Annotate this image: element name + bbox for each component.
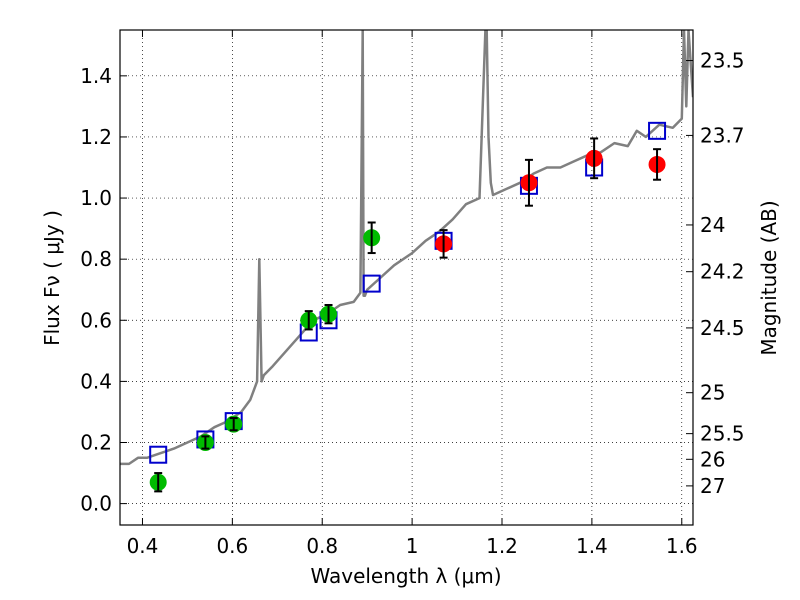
x-tick-label: 1 [406,534,419,558]
model-photometry-point [648,121,667,140]
y-tick-label: 0.2 [80,431,112,455]
y2-tick-label: 26 [700,447,725,471]
y2-tick-label: 24.5 [700,316,745,340]
y-tick-label: 0.8 [80,247,112,271]
x-tick-label: 1.6 [666,534,698,558]
y-tick-label: 1.4 [80,64,112,88]
y-tick-label: 1.2 [80,125,112,149]
grid [120,30,693,525]
plot-frame [119,29,694,526]
sed-model-line [120,30,693,466]
y2-tick-label: 27 [700,474,725,498]
y2-tick-label: 25 [700,381,725,405]
y2-tick-label: 23.5 [700,49,745,73]
x-tick-label: 0.6 [216,534,248,558]
y-tick-label: 1.0 [80,186,112,210]
y2-tick-label: 24.2 [700,260,745,284]
y-tick-label: 0.0 [80,492,112,516]
model-photometry-point [362,274,381,293]
x-axis-label: Wavelength λ (μm) [310,564,501,588]
x-tick-label: 1.4 [576,534,608,558]
y-tick-label: 0.4 [80,369,112,393]
model-photometry-point [149,445,168,464]
x-tick-label: 0.4 [127,534,159,558]
y2-tick-label: 25.5 [700,422,745,446]
x-tick-label: 1.2 [486,534,518,558]
y2-tick-label: 24 [700,213,725,237]
y2-axis-label: Magnitude (AB) [757,200,781,355]
y-tick-label: 0.6 [80,308,112,332]
y-axis-label: Flux Fν ( μJy ) [40,210,64,346]
x-tick-label: 0.8 [306,534,338,558]
axis-ticks: 0.4 0.6 0.8 1 1.2 1.4 1.6 0.0 0.2 0.4 0.6 0.8 1.0 1.2… [80,30,745,558]
y2-tick-label: 23.7 [700,123,745,147]
plot-area [120,30,693,493]
